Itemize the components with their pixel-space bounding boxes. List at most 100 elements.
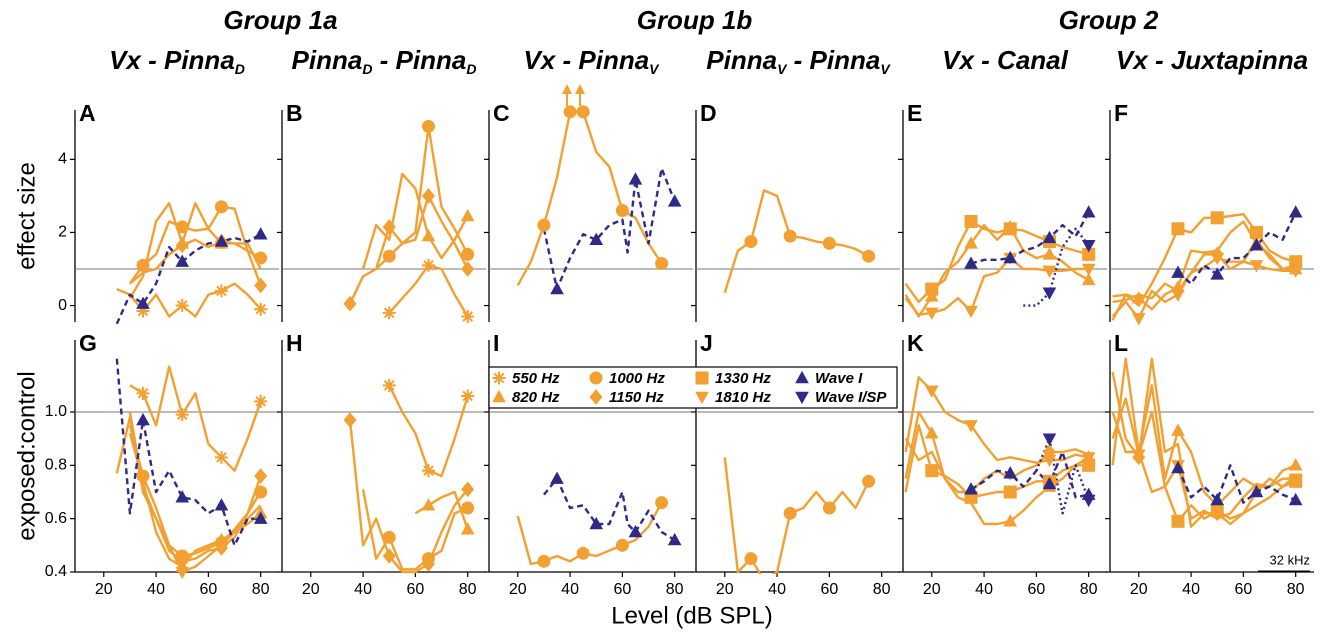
series-line [348, 194, 469, 305]
marker [421, 188, 435, 204]
legend-label: 550 Hz [512, 370, 560, 387]
marker [695, 371, 709, 385]
marker [862, 474, 876, 488]
marker [964, 305, 978, 319]
marker [461, 261, 475, 277]
y-tick-label: 0.4 [45, 563, 67, 580]
marker [1003, 466, 1018, 479]
marker [1042, 444, 1056, 460]
marker [253, 511, 268, 524]
plot-area [1111, 357, 1297, 528]
marker [382, 530, 396, 544]
marker [1210, 505, 1224, 522]
marker [1081, 494, 1096, 508]
marker [1210, 211, 1224, 225]
marker [576, 546, 590, 560]
marker [1042, 433, 1057, 446]
marker [421, 119, 435, 133]
marker [461, 247, 475, 261]
x-tick-label: 40 [975, 581, 993, 598]
plot-area [516, 110, 676, 291]
series-line [970, 450, 1089, 499]
marker [783, 229, 797, 243]
marker [1003, 514, 1018, 527]
series-line [1111, 357, 1297, 507]
legend-label: 1810 Hz [715, 389, 771, 406]
marker [136, 386, 150, 400]
title-subscript: D [362, 61, 372, 77]
x-tick-label: 80 [873, 581, 891, 598]
marker [136, 469, 150, 483]
series-line [129, 238, 262, 286]
marker [214, 540, 228, 556]
x-tick-label: 60 [1234, 581, 1252, 598]
marker [1042, 454, 1057, 468]
marker [136, 258, 150, 272]
x-tick-label: 40 [1182, 581, 1200, 598]
marker [1042, 230, 1057, 244]
marker [1131, 313, 1146, 326]
y-tick-label: 0.6 [45, 510, 67, 527]
y-tick-label: 2 [58, 224, 67, 241]
marker [924, 307, 939, 321]
marker [136, 296, 150, 309]
marker [1210, 267, 1225, 280]
marker [695, 391, 709, 405]
marker [343, 412, 357, 428]
series-line [1112, 238, 1297, 304]
plot-area [348, 384, 469, 574]
marker [461, 389, 475, 403]
marker [254, 468, 268, 484]
off-scale-arrows [562, 84, 585, 106]
marker [421, 258, 435, 272]
legend-label: Wave I [815, 370, 863, 387]
x-tick-label: 20 [509, 581, 527, 598]
x-tick-label: 60 [406, 581, 424, 598]
marker [667, 532, 682, 546]
marker [655, 496, 669, 510]
series-line [1112, 212, 1297, 307]
marker [1042, 476, 1057, 490]
legend-label: 1330 Hz [715, 370, 771, 387]
panel-letter: C [493, 100, 510, 126]
marker [925, 282, 939, 296]
series-line [1023, 227, 1090, 307]
marker [862, 249, 876, 263]
series-line [904, 376, 1089, 464]
marker [615, 204, 629, 218]
x-tick-label: 20 [302, 581, 320, 598]
marker [924, 426, 939, 439]
marker [253, 227, 268, 240]
series-line [1177, 211, 1297, 285]
marker [1288, 458, 1303, 471]
x-tick-label: 80 [666, 581, 684, 598]
marker [492, 371, 506, 385]
marker [744, 235, 758, 249]
title-part: Pinna [292, 45, 363, 75]
legend-box [488, 366, 898, 409]
series-line [128, 202, 262, 299]
panel-letter: K [907, 330, 924, 356]
marker [925, 464, 939, 478]
y-tick-label: 1.0 [45, 403, 67, 420]
series-line [128, 425, 262, 558]
annotation: 32 kHz [1270, 552, 1310, 567]
panel-letter: I [493, 330, 499, 356]
x-axis-label: Level (dB SPL) [611, 602, 772, 629]
marker [1081, 240, 1096, 253]
series-line [904, 410, 1090, 526]
marker [667, 194, 682, 207]
title-subscript: D [466, 61, 476, 77]
x-tick-label: 40 [561, 581, 579, 598]
x-tick-label: 80 [459, 581, 477, 598]
y-tick-label: 4 [58, 151, 67, 168]
marker [421, 498, 436, 511]
marker [550, 471, 564, 484]
series-line [129, 365, 262, 472]
marker [1131, 449, 1146, 462]
series-line [542, 477, 676, 542]
series-line [970, 211, 1090, 265]
title-part: - Pinna [786, 45, 880, 75]
marker [214, 284, 228, 298]
x-tick-label: 40 [768, 581, 786, 598]
